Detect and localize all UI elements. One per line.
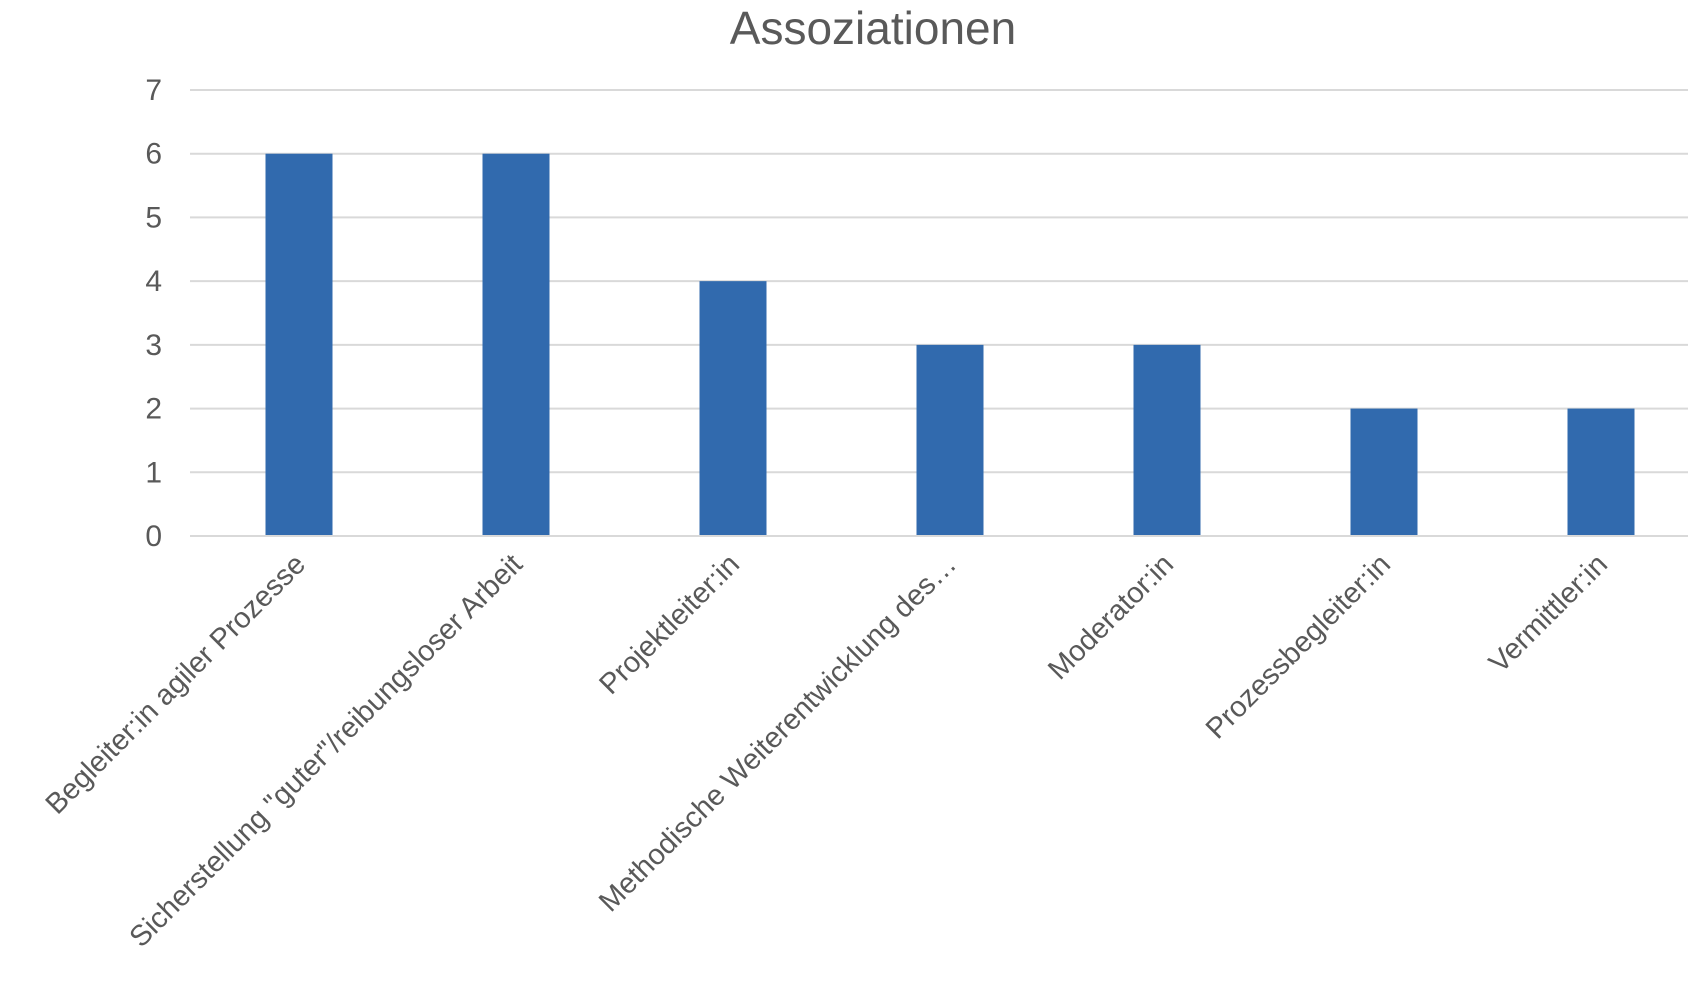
y-tick-label: 1 bbox=[145, 456, 162, 489]
y-tick-label: 3 bbox=[145, 329, 162, 362]
x-category-label: Vermittler:in bbox=[1483, 548, 1614, 679]
y-axis-tick-labels: 0 1 2 3 4 5 6 7 bbox=[145, 74, 162, 553]
bar bbox=[1567, 408, 1635, 536]
x-category-label: Sicherstellung "guter"/reibungsloser Arb… bbox=[124, 548, 529, 953]
y-tick-label: 5 bbox=[145, 201, 162, 234]
y-tick-label: 0 bbox=[145, 520, 162, 553]
bar bbox=[1350, 408, 1418, 536]
y-tick-label: 6 bbox=[145, 138, 162, 171]
bar bbox=[482, 153, 550, 536]
y-tick-label: 7 bbox=[145, 74, 162, 107]
bar bbox=[265, 153, 333, 536]
x-category-label: Moderator:in bbox=[1042, 548, 1180, 686]
bar bbox=[1133, 344, 1201, 536]
bar bbox=[699, 281, 767, 536]
bars bbox=[265, 153, 1635, 536]
x-category-label: Projektleiter:in bbox=[593, 548, 746, 701]
x-axis-category-labels: Begleiter:in agiler ProzesseSicherstellu… bbox=[40, 548, 1614, 953]
x-category-label: Methodische Weiterentwicklung des… bbox=[593, 548, 963, 918]
x-category-label: Begleiter:in agiler Prozesse bbox=[40, 548, 312, 820]
y-tick-label: 4 bbox=[145, 265, 162, 298]
chart-title: Assoziationen bbox=[730, 2, 1016, 54]
bar bbox=[916, 344, 984, 536]
x-category-label: Prozessbegleiter:in bbox=[1200, 548, 1397, 745]
y-tick-label: 2 bbox=[145, 393, 162, 426]
